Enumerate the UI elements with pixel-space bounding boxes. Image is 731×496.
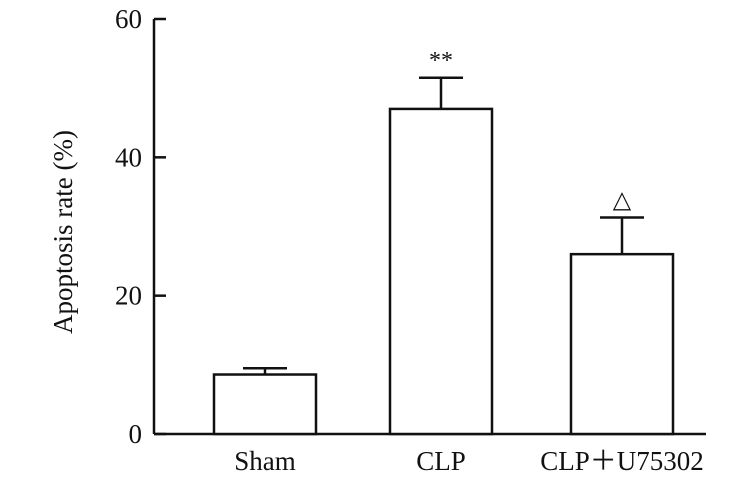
y-tick-label-40: 40 bbox=[115, 142, 142, 172]
category-label-0: Sham bbox=[234, 446, 296, 476]
y-tick-label-0: 0 bbox=[129, 419, 143, 449]
bar-1 bbox=[388, 107, 494, 436]
category-label-1: CLP bbox=[416, 446, 466, 476]
significance-label-2: △ bbox=[613, 188, 632, 214]
bar-2 bbox=[569, 252, 675, 436]
category-label-2: CLP＋U75302 bbox=[540, 446, 704, 476]
significance-label-1: ** bbox=[429, 48, 453, 74]
y-tick-label-60: 60 bbox=[115, 4, 142, 34]
y-axis-title: Apoptosis rate (%) bbox=[48, 130, 78, 334]
y-tick-label-20: 20 bbox=[115, 281, 142, 311]
bar-0 bbox=[212, 373, 318, 436]
bars bbox=[212, 76, 675, 436]
labels: 0 20 40 60 Sham CLP ** CLP＋U75302 △ bbox=[115, 4, 704, 476]
